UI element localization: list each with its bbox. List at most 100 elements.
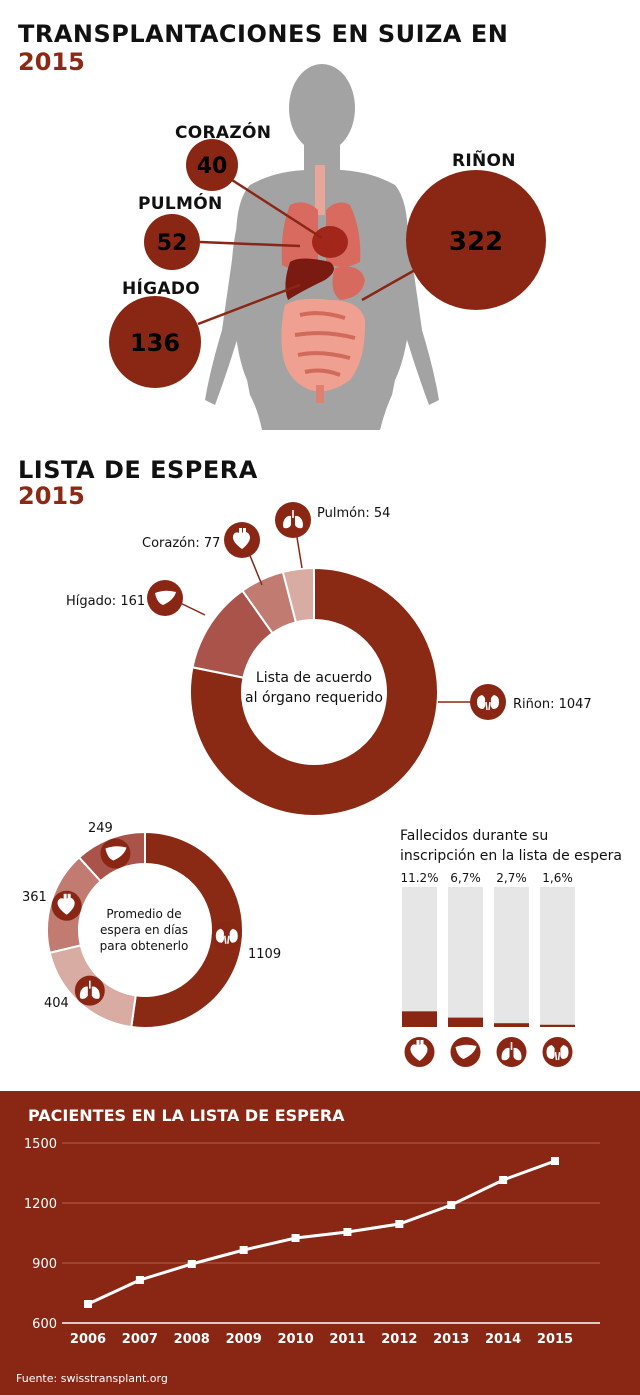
y-tick-label: 900: [32, 1257, 57, 1272]
connector-higado: [197, 283, 301, 326]
liver-icon: [147, 580, 183, 616]
death-bar-label: 11.2%: [400, 871, 438, 885]
patients-line-chart: 600 900 1200 1500 2006 2007 2008 2009 2010 2011 20…: [24, 1137, 600, 1347]
series-line: [87, 1159, 556, 1306]
donut1-center: Lista de acuerdo al órgano requerido: [234, 668, 394, 708]
x-tick-label: 2012: [381, 1332, 417, 1347]
value-higado: 136: [130, 329, 180, 357]
donut2-center: Promedio de espera en días para obtenerl…: [88, 906, 200, 954]
transplant-figure: 40 52 136 322: [109, 64, 546, 430]
organs-illustration: [281, 165, 366, 403]
data-point: [447, 1201, 456, 1209]
page-title: TRANSPLANTACIONES EN SUIZA EN: [18, 20, 509, 48]
x-tick-label: 2013: [433, 1332, 469, 1347]
legend-rinon: Riñon: 1047: [513, 697, 592, 712]
x-tick-label: 2011: [329, 1332, 365, 1347]
section-title-lista: LISTA DE ESPERA: [18, 456, 258, 484]
deaths-title-line2: inscripción en la lista de espera: [400, 848, 622, 864]
liver-icon: [450, 1037, 481, 1067]
source-note: Fuente: swisstransplant.org: [16, 1372, 168, 1385]
death-bar: [402, 1011, 437, 1027]
organ-connectors: [197, 178, 416, 326]
x-tick-label: 2008: [174, 1332, 210, 1347]
death-bar-track: [540, 887, 575, 1027]
death-bar-track: [402, 887, 437, 1027]
days-label-higado: 249: [88, 821, 113, 836]
death-bar-label: 6,7%: [450, 871, 481, 885]
liver-icon: [100, 838, 131, 869]
patients-chart-title: PACIENTES EN LA LISTA DE ESPERA: [28, 1106, 345, 1125]
days-label-rinon: 1109: [248, 947, 282, 962]
label-rinon: RIÑON: [452, 151, 516, 171]
x-tick-label: 2007: [122, 1332, 158, 1347]
data-point: [291, 1234, 300, 1242]
organ-circle-pulmon: 52: [144, 214, 200, 270]
data-point: [551, 1157, 559, 1165]
data-point: [239, 1246, 248, 1254]
death-bar: [448, 1017, 483, 1027]
patients-panel: [0, 1091, 640, 1395]
donut2-center-line2: espera en días: [99, 923, 189, 937]
value-corazon: 40: [197, 154, 228, 179]
connector-corazon: [231, 178, 323, 240]
data-point: [135, 1276, 144, 1284]
heart-icon: [224, 522, 260, 558]
death-bar-label: 2,7%: [496, 871, 527, 885]
days-label-corazon: 361: [22, 890, 47, 905]
lungs-icon: [74, 975, 105, 1006]
waiting-list-donut: [147, 502, 506, 817]
connector-pulmon: [199, 240, 301, 248]
x-tick-label: 2014: [485, 1332, 521, 1347]
x-tick-label: 2006: [70, 1332, 106, 1347]
donut2-center-line3: para obtenerlo: [99, 939, 189, 953]
x-tick-label: 2015: [537, 1332, 573, 1347]
wait-days-donut: [46, 830, 244, 1029]
donut2-slice-riñon: [130, 830, 244, 1029]
data-point: [395, 1220, 404, 1228]
death-bar-track: [448, 887, 483, 1027]
donut1-slice-pulmón: [281, 566, 315, 624]
data-point: [187, 1260, 196, 1268]
label-corazon: CORAZÓN: [175, 123, 272, 143]
value-rinon: 322: [449, 227, 503, 257]
days-label-pulmon: 404: [44, 996, 69, 1011]
heart-icon: [404, 1037, 435, 1067]
organ-circle-corazon: 40: [186, 139, 238, 191]
donut1-slice-riñon: [189, 566, 439, 817]
organ-circle-higado: 136: [109, 296, 201, 388]
death-bar: [494, 1023, 529, 1027]
data-point: [343, 1228, 352, 1236]
deaths-title-line1: Fallecidos durante su: [400, 828, 549, 844]
death-bar-label: 1,6%: [542, 871, 573, 885]
data-point: [499, 1176, 508, 1184]
heart-icon: [51, 890, 82, 921]
label-pulmon: PULMÓN: [138, 194, 223, 214]
x-tick-label: 2009: [226, 1332, 262, 1347]
deaths-title: Fallecidos durante su inscripción en la …: [400, 826, 622, 866]
legend-corazon: Corazón: 77: [142, 536, 221, 551]
kidney-icon: [542, 1037, 573, 1067]
donut1-center-line1: Lista de acuerdo: [255, 670, 373, 686]
x-tick-label: 2010: [277, 1332, 313, 1347]
legend-pulmon: Pulmón: 54: [317, 506, 391, 521]
kidney-icon: [211, 920, 242, 951]
kidney-icon: [470, 684, 506, 720]
page-title-year: 2015: [18, 48, 85, 76]
y-tick-label: 1200: [24, 1197, 57, 1212]
lungs-icon: [496, 1037, 527, 1067]
organ-circle-rinon: 322: [406, 170, 546, 310]
y-tick-label: 1500: [24, 1137, 57, 1152]
donut1-center-line2: al órgano requerido: [245, 690, 383, 706]
legend-higado: Hígado: 161: [66, 594, 146, 609]
death-bar: [540, 1024, 575, 1027]
value-pulmon: 52: [157, 231, 188, 256]
data-point: [84, 1300, 92, 1308]
lungs-icon: [275, 502, 311, 538]
deaths-bar-chart: 11.2% 6,7% 2,7% 1,6%: [400, 871, 575, 1067]
label-higado: HÍGADO: [122, 279, 201, 299]
donut2-center-line1: Promedio de: [106, 907, 182, 921]
y-tick-label: 600: [32, 1317, 57, 1332]
death-bar-track: [494, 887, 529, 1027]
section-title-lista-year: 2015: [18, 482, 85, 510]
connector-rinon: [361, 268, 416, 302]
